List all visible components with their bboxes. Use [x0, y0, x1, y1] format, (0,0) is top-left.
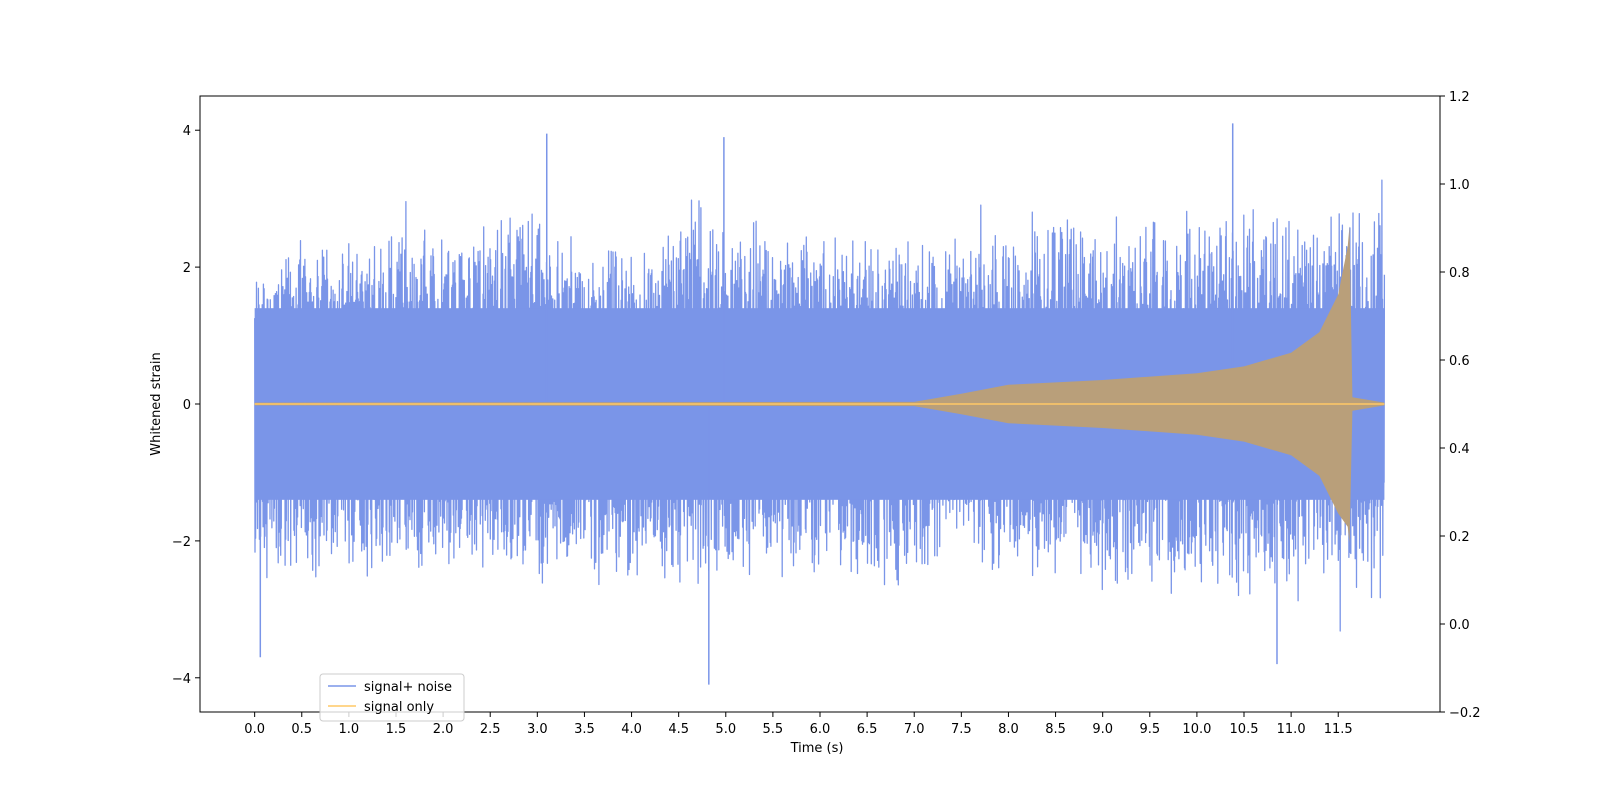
x-tick-label: 6.0: [810, 722, 831, 737]
x-tick-label: 9.0: [1092, 722, 1113, 737]
legend-label-signal-only: signal only: [364, 700, 434, 715]
x-tick-label: 1.0: [339, 722, 360, 737]
y-tick-label: −2: [172, 535, 191, 550]
signal-only-envelope: [254, 226, 1385, 543]
x-tick-label: 3.5: [574, 722, 595, 737]
x-tick-label: 8.0: [998, 722, 1019, 737]
x-tick-label: 8.5: [1045, 722, 1066, 737]
y-axis-label: Whitened strain: [149, 352, 164, 455]
x-tick-label: 0.0: [244, 722, 265, 737]
x-tick-label: 4.0: [621, 722, 642, 737]
y-tick-label: 0: [183, 398, 191, 413]
x-tick-label: 2.0: [433, 722, 454, 737]
legend: signal+ noise signal only: [319, 673, 465, 722]
x-tick-label: 5.0: [715, 722, 736, 737]
y-tick-label: 4: [183, 124, 191, 139]
y2-tick-label: 0.2: [1449, 530, 1470, 545]
x-tick-label: 9.5: [1139, 722, 1160, 737]
x-tick-label: 1.5: [386, 722, 407, 737]
y-tick-label: 2: [183, 261, 191, 276]
y2-tick-label: 0.4: [1449, 442, 1470, 457]
y-tick-label: −4: [172, 672, 191, 687]
x-tick-label: 6.5: [857, 722, 878, 737]
x-tick-label: 10.0: [1182, 722, 1211, 737]
x-tick-label: 2.5: [480, 722, 501, 737]
x-axis-label: Time (s): [790, 741, 844, 756]
x-tick-label: 7.5: [951, 722, 972, 737]
signal-only-series: [254, 226, 1385, 543]
legend-label-signal-noise: signal+ noise: [364, 680, 452, 695]
x-tick-label: 11.5: [1324, 722, 1353, 737]
x-tick-label: 0.5: [291, 722, 312, 737]
x-tick-label: 3.0: [527, 722, 548, 737]
x-tick-label: 11.0: [1277, 722, 1306, 737]
x-axis-ticks: 0.0 0.5 1.0 1.5 2.0 2.5 3.0 3.5 4.0 4.5 5.0 5.5 6.0 6…: [244, 712, 1353, 737]
y2-tick-label: 0.0: [1449, 618, 1470, 633]
y2-axis-ticks: 1.2 1.0 0.8 0.6 0.4 0.2 0.0 −0.2: [1440, 90, 1481, 721]
y2-tick-label: 1.0: [1449, 178, 1470, 193]
y2-tick-label: −0.2: [1449, 706, 1481, 721]
y-axis-ticks: 4 2 0 −2 −4: [172, 124, 200, 687]
x-tick-label: 5.5: [763, 722, 784, 737]
x-tick-label: 4.5: [668, 722, 689, 737]
y2-tick-label: 0.8: [1449, 266, 1470, 281]
x-tick-label: 10.5: [1230, 722, 1259, 737]
x-tick-label: 7.0: [904, 722, 925, 737]
y2-tick-label: 1.2: [1449, 90, 1470, 105]
y2-tick-label: 0.6: [1449, 354, 1470, 369]
